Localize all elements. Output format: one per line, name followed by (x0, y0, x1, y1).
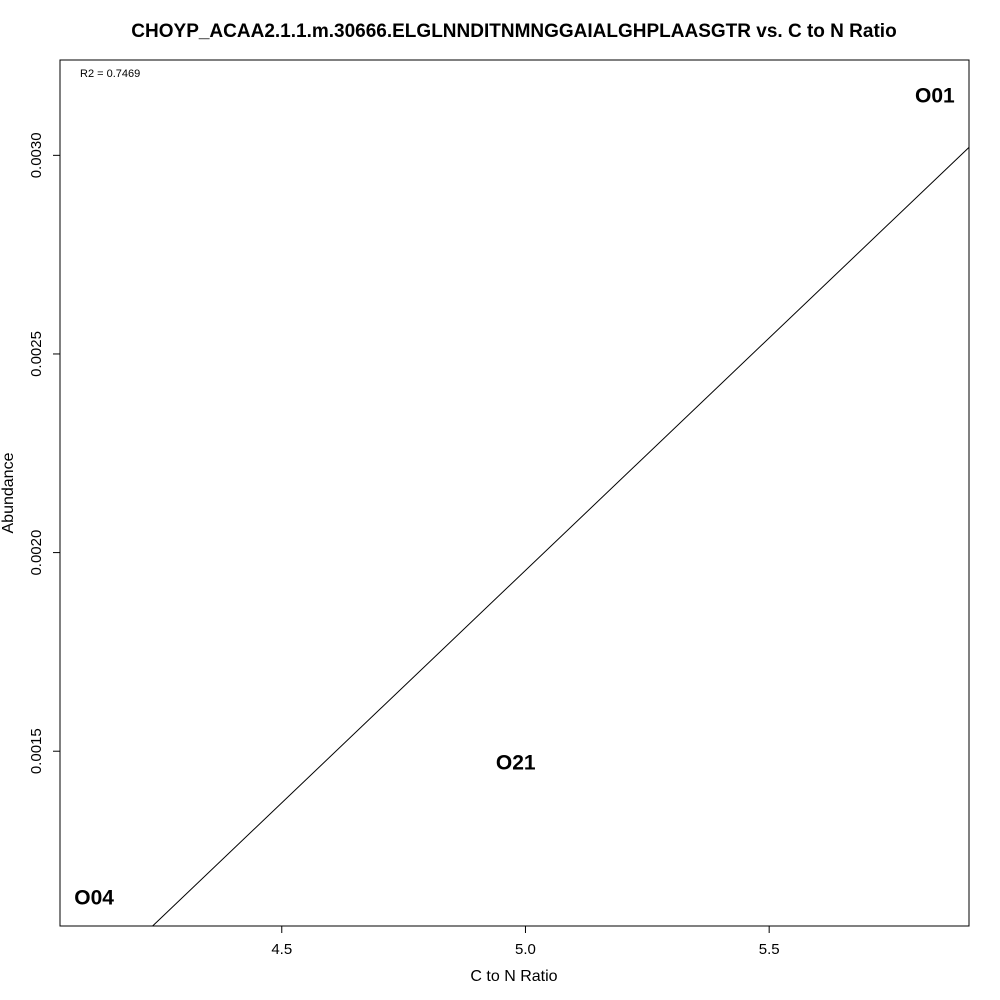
y-tick-label: 0.0025 (28, 331, 45, 377)
x-tick-label: 5.0 (515, 941, 536, 958)
point-label-o04: O04 (74, 887, 114, 910)
x-tick-label: 5.5 (759, 941, 780, 958)
plot-frame (59, 59, 970, 927)
x-tick-label: 4.5 (271, 941, 292, 958)
regression-line (152, 147, 970, 927)
x-axis-label: C to N Ratio (470, 968, 557, 985)
y-axis: 0.0015 0.0020 0.0025 0.0030 (28, 132, 60, 774)
y-tick-label: 0.0020 (28, 530, 45, 576)
x-axis: 4.5 5.0 5.5 (271, 926, 780, 958)
plot-area: O01 O21 O04 (74, 84, 970, 927)
y-tick-label: 0.0030 (28, 132, 45, 178)
point-label-o21: O21 (496, 752, 536, 775)
y-tick-label: 0.0015 (28, 728, 45, 774)
r2-annotation: R2 = 0.7469 (80, 68, 140, 80)
chart-title: CHOYP_ACAA2.1.1.m.30666.ELGLNNDITNMNGGAI… (131, 21, 896, 42)
y-axis-label: Abundance (0, 452, 17, 533)
point-label-o01: O01 (915, 84, 955, 107)
